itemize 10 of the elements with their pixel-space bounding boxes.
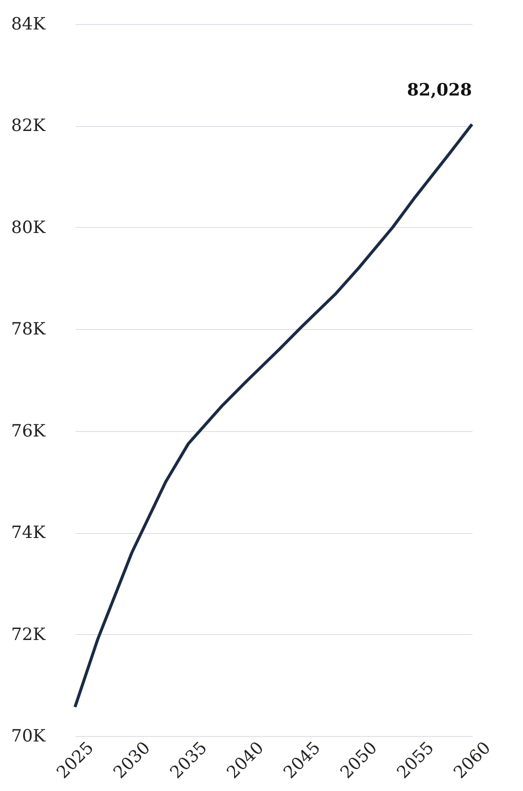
- line-series: [74, 122, 474, 709]
- y-tick-label: 70K: [11, 726, 46, 746]
- y-tick-label: 78K: [11, 320, 46, 340]
- y-tick-label: 82K: [11, 116, 46, 136]
- y-tick-label: 74K: [11, 523, 46, 544]
- y-tick-label: 76K: [11, 421, 46, 442]
- y-tick-label: 80K: [11, 218, 46, 238]
- annotation: 82,028: [406, 80, 472, 100]
- y-tick-label: 72K: [11, 624, 46, 645]
- y-tick-label: 84K: [11, 14, 46, 34]
